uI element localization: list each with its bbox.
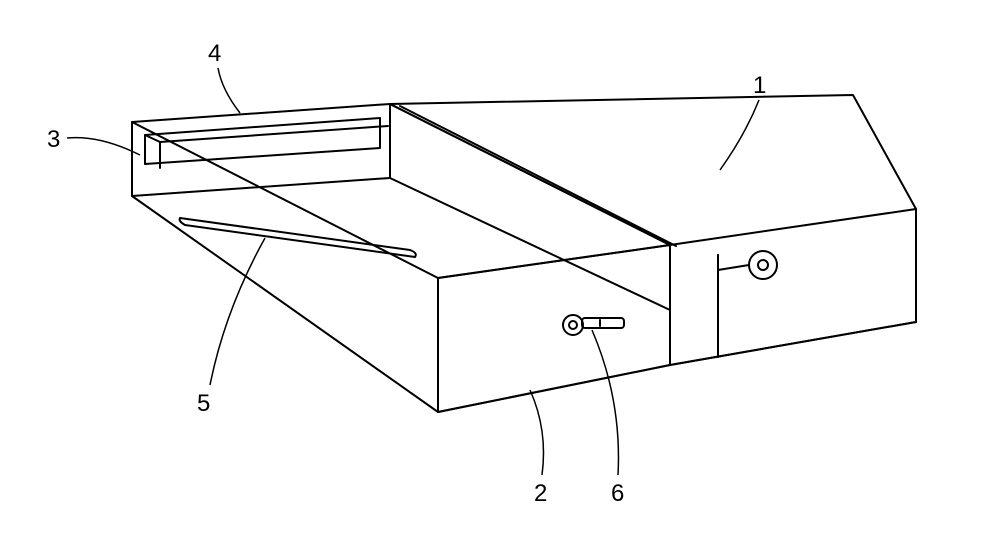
leader-2 <box>530 390 544 475</box>
leader-6 <box>592 330 618 475</box>
latch-base <box>563 315 583 335</box>
leader-3 <box>67 138 140 155</box>
technical-drawing <box>0 0 1000 552</box>
hinge-connector <box>718 265 749 270</box>
bottom-right-edge <box>670 322 916 365</box>
tray-lower-edge <box>132 178 390 196</box>
slot-top <box>180 218 410 250</box>
label-3: 3 <box>47 126 60 154</box>
latch-center <box>569 321 577 329</box>
main-body-top <box>390 95 916 245</box>
hinge-outer <box>749 251 777 279</box>
label-2: 2 <box>534 480 547 508</box>
tray-inner-back <box>145 126 388 142</box>
top-seam-2 <box>400 106 676 246</box>
tray-left-face <box>132 122 438 412</box>
leader-1 <box>720 100 759 170</box>
tray-lower-slant <box>390 178 670 310</box>
leader-5 <box>210 238 265 385</box>
top-seam <box>390 104 670 245</box>
leader-4 <box>218 68 240 113</box>
hinge-inner <box>758 260 768 270</box>
slot-bottom <box>185 225 415 257</box>
label-4: 4 <box>208 40 221 68</box>
label-6: 6 <box>611 480 624 508</box>
label-5: 5 <box>197 390 210 418</box>
end-panel <box>438 245 670 412</box>
latch-lever <box>582 318 624 328</box>
label-1: 1 <box>753 72 766 100</box>
main-body-right-face <box>670 209 916 365</box>
